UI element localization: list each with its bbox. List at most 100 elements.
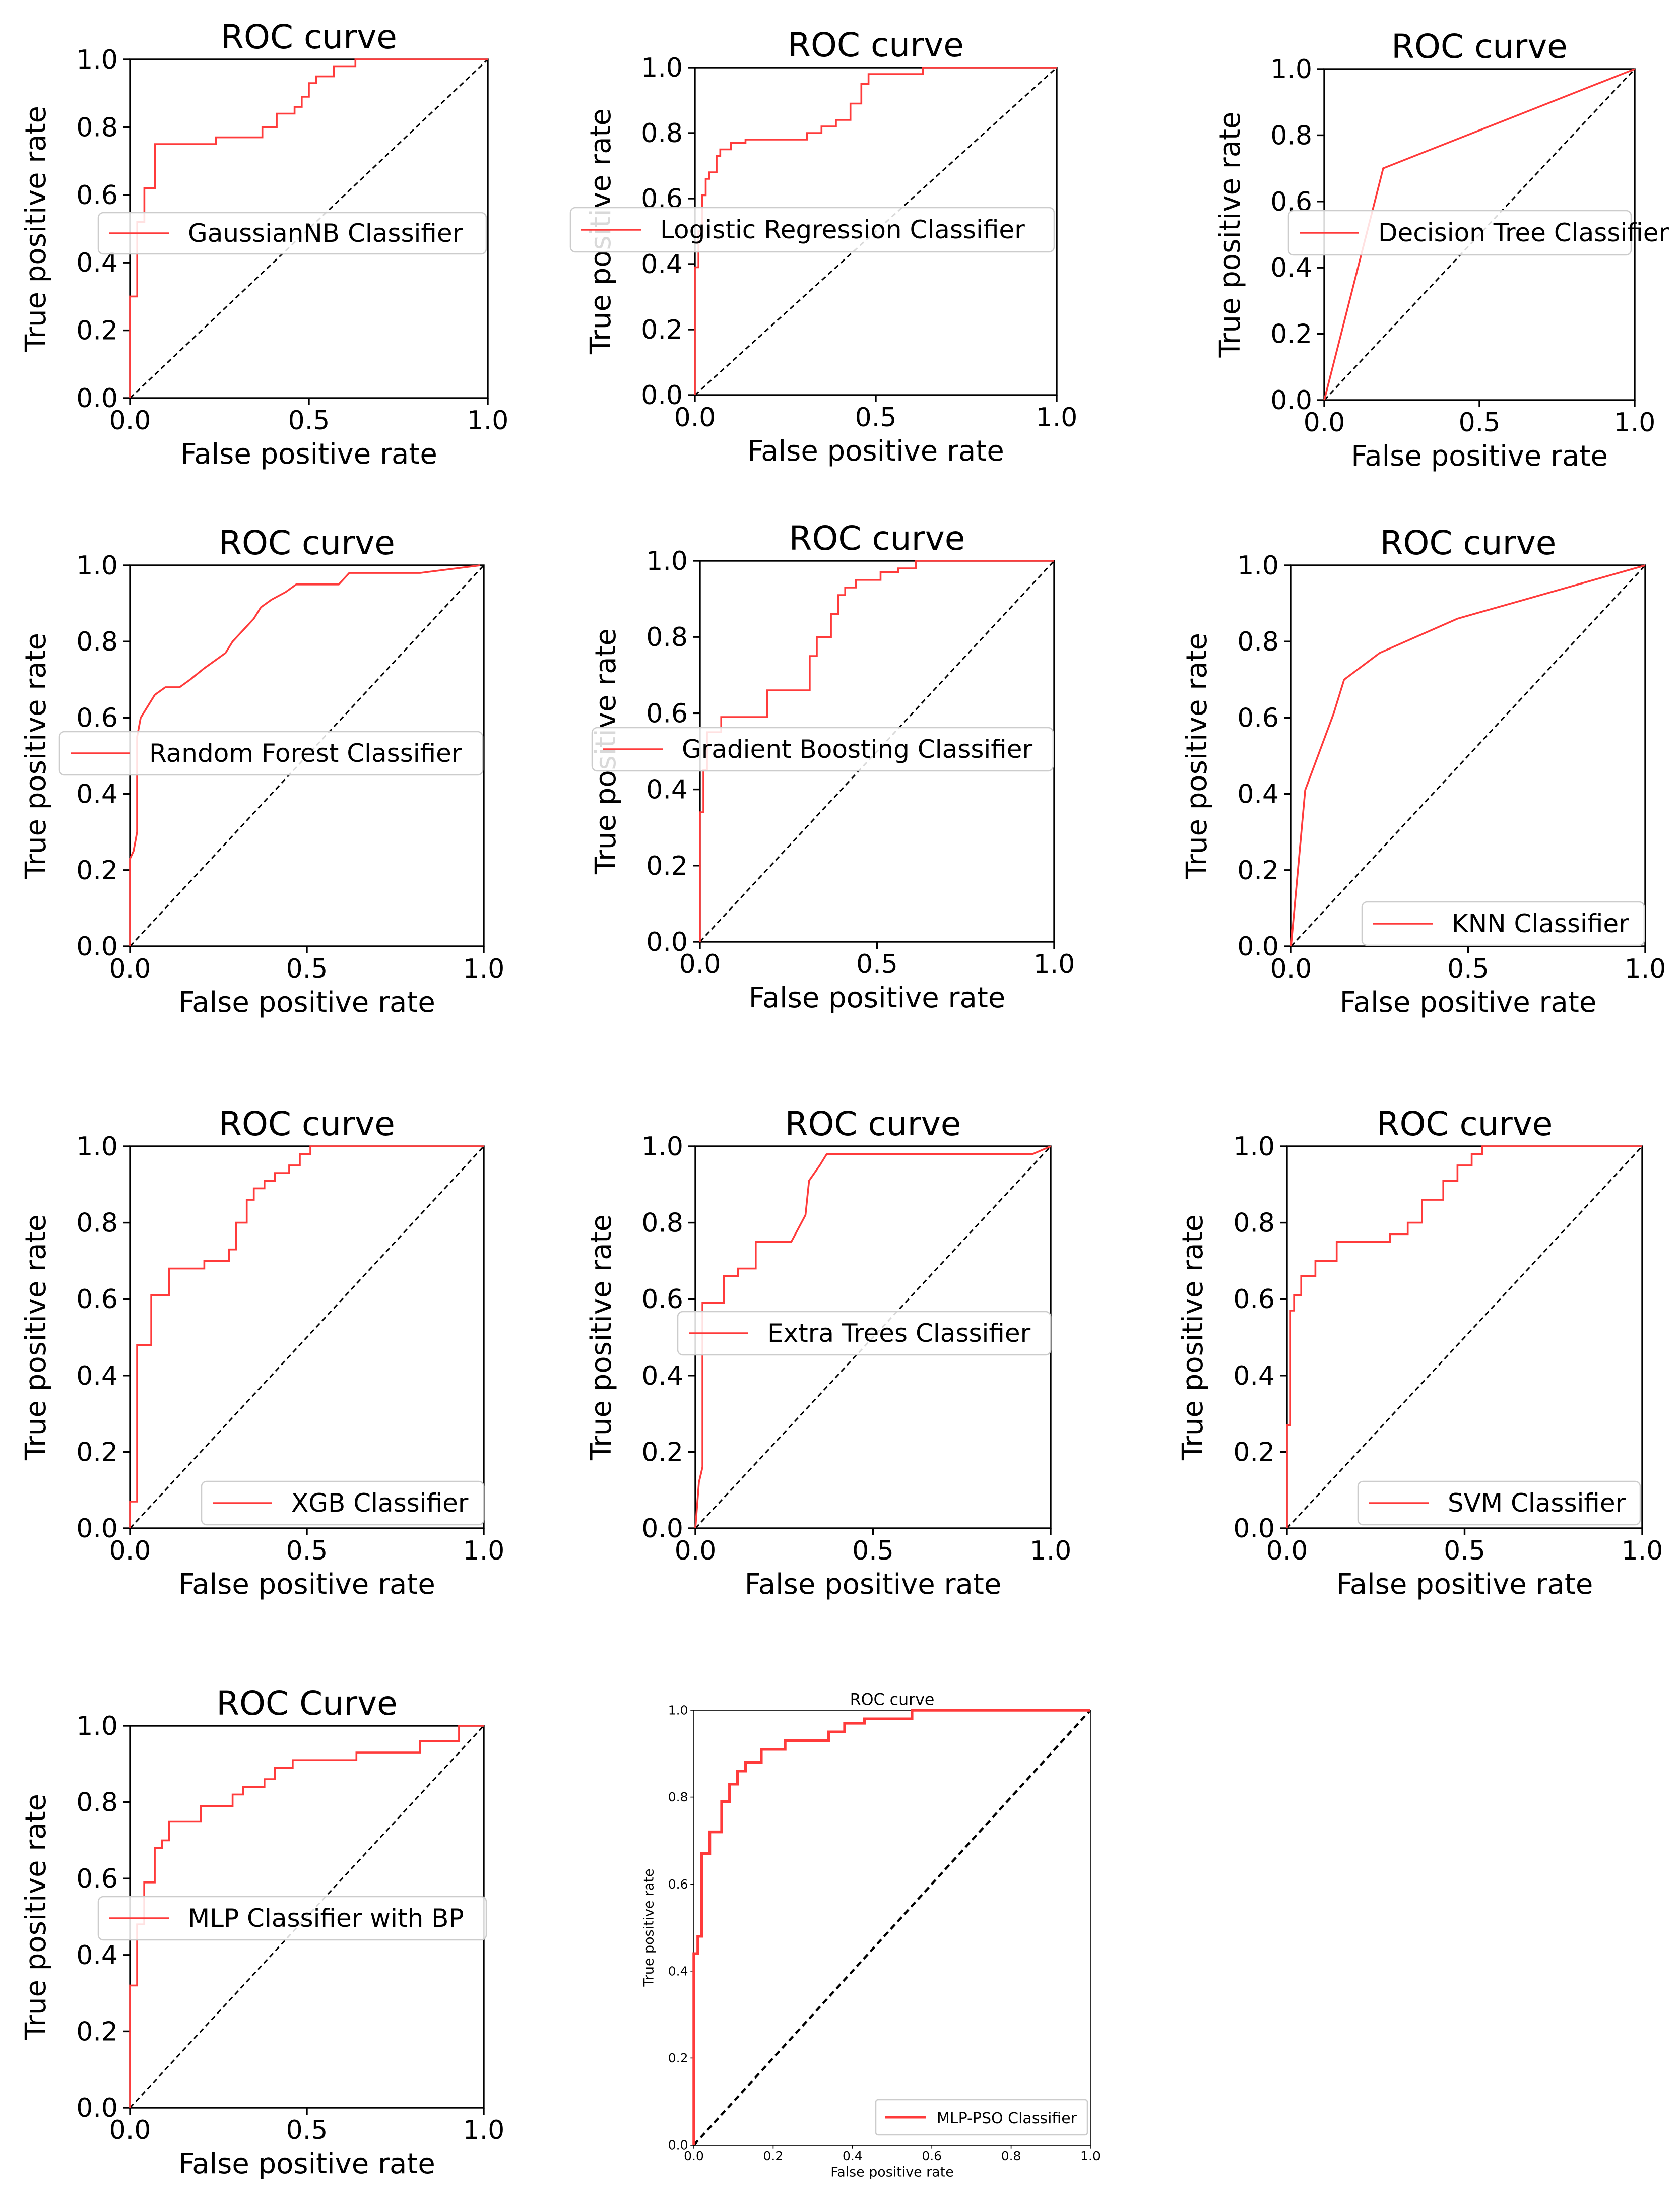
y-tick-label: 0.0 xyxy=(646,927,688,957)
x-tick-label: 0.5 xyxy=(286,954,328,984)
x-tick-label: 0.8 xyxy=(1001,2149,1021,2163)
y-tick-label: 0.2 xyxy=(76,2017,118,2047)
chart-title: ROC curve xyxy=(221,18,397,56)
x-tick-label: 0.5 xyxy=(286,2115,328,2146)
chart-title: ROC curve xyxy=(1391,27,1568,66)
y-tick-label: 0.4 xyxy=(76,780,118,810)
x-axis-label: False positive rate xyxy=(745,1568,1002,1601)
chart-title: ROC curve xyxy=(788,26,964,64)
roc-curve-line xyxy=(129,1145,484,1528)
y-tick-label: 0.0 xyxy=(76,1514,118,1544)
chance-diagonal-line xyxy=(1290,564,1646,947)
roc-curve-line xyxy=(1286,1145,1642,1528)
plot-frame xyxy=(693,1710,1091,2146)
legend-label: Gradient Boosting Classifier xyxy=(682,735,1033,764)
y-tick-label: 0.0 xyxy=(76,932,118,962)
legend: SVM Classifier xyxy=(1357,1480,1641,1526)
x-tick-label: 0.6 xyxy=(922,2149,942,2163)
y-tick-label: 0.4 xyxy=(1270,253,1312,283)
x-tick-label: 0.0 xyxy=(109,2115,151,2146)
legend-box xyxy=(677,1311,1052,1356)
y-axis-label: True positive rate xyxy=(20,1214,52,1461)
roc-curve-line xyxy=(694,67,1057,395)
y-tick-label: 0.8 xyxy=(1233,1208,1275,1239)
x-tick-label: 1.0 xyxy=(1030,1536,1072,1566)
chart-title: ROC curve xyxy=(785,1105,961,1143)
legend-box xyxy=(58,731,484,776)
y-tick-label: 0.0 xyxy=(1270,385,1312,416)
legend: KNN Classifier xyxy=(1361,901,1645,946)
y-tick-label: 1.0 xyxy=(76,1711,118,1741)
legend-label: XGB Classifier xyxy=(291,1488,469,1518)
roc-curve-line xyxy=(129,58,488,398)
legend-label: GaussianNB Classifier xyxy=(188,219,463,248)
x-axis-label: False positive rate xyxy=(180,438,437,471)
y-axis-label: True positive rate xyxy=(641,1868,657,1987)
x-axis-label: False positive rate xyxy=(749,982,1006,1014)
x-tick-label: 0.0 xyxy=(1270,954,1312,984)
x-tick-label: 0.0 xyxy=(684,2149,704,2163)
y-tick-label: 1.0 xyxy=(1270,54,1312,85)
x-tick-label: 0.0 xyxy=(1304,408,1345,438)
y-tick-label: 0.6 xyxy=(76,1864,118,1894)
y-tick-label: 1.0 xyxy=(76,45,118,75)
legend-box xyxy=(97,1896,487,1941)
y-tick-label: 0.4 xyxy=(76,1361,118,1391)
legend-label: KNN Classifier xyxy=(1452,909,1629,938)
x-tick-label: 1.0 xyxy=(463,1536,505,1566)
y-tick-label: 0.6 xyxy=(641,1284,683,1315)
y-tick-label: 0.2 xyxy=(76,1437,118,1467)
y-tick-label: 0.8 xyxy=(1237,627,1279,657)
roc-curve-line xyxy=(692,1709,1090,2145)
legend-label: Extra Trees Classifier xyxy=(767,1319,1031,1348)
legend-label: SVM Classifier xyxy=(1448,1488,1626,1518)
x-axis-label: False positive rate xyxy=(178,2148,435,2180)
y-tick-label: 0.8 xyxy=(646,622,688,653)
y-tick-label: 0.4 xyxy=(1233,1361,1275,1391)
x-tick-label: 0.5 xyxy=(1444,1536,1485,1566)
legend: Random Forest Classifier xyxy=(58,731,484,776)
y-tick-label: 0.4 xyxy=(646,775,688,805)
x-tick-label: 0.0 xyxy=(109,954,151,984)
y-tick-label: 0.8 xyxy=(76,1788,118,1818)
y-tick-label: 0.8 xyxy=(641,118,683,149)
y-tick-label: 0.8 xyxy=(641,1208,683,1239)
y-tick-label: 0.0 xyxy=(76,2093,118,2123)
x-tick-label: 1.0 xyxy=(1036,403,1078,433)
x-tick-label: 0.5 xyxy=(1459,408,1501,438)
y-tick-label: 0.0 xyxy=(76,383,118,414)
chart-title: ROC curve xyxy=(789,519,965,558)
y-tick-label: 0.2 xyxy=(1237,856,1279,886)
chart-title: ROC curve xyxy=(219,1105,395,1143)
legend-box xyxy=(1361,901,1645,946)
y-axis-label: True positive rate xyxy=(1214,112,1247,358)
legend-label: Random Forest Classifier xyxy=(149,739,462,768)
legend: Decision Tree Classifier xyxy=(1287,210,1669,256)
x-tick-label: 1.0 xyxy=(1622,1536,1663,1566)
y-tick-label: 0.6 xyxy=(668,1877,688,1892)
x-tick-label: 0.5 xyxy=(286,1536,328,1566)
legend-box xyxy=(201,1480,485,1526)
x-axis-label: False positive rate xyxy=(178,986,435,1019)
roc-curve-line xyxy=(1323,68,1635,401)
y-tick-label: 0.6 xyxy=(1233,1284,1275,1315)
y-tick-label: 0.2 xyxy=(641,315,683,345)
y-tick-label: 0.2 xyxy=(76,316,118,346)
y-tick-label: 0.0 xyxy=(1233,1514,1275,1544)
x-tick-label: 1.0 xyxy=(1625,954,1666,984)
chart-title: ROC curve xyxy=(1380,524,1557,562)
y-tick-label: 1.0 xyxy=(668,1703,688,1718)
x-tick-label: 0.0 xyxy=(109,406,151,436)
x-axis-label: False positive rate xyxy=(1351,440,1608,473)
y-tick-label: 0.0 xyxy=(668,2138,688,2153)
y-tick-label: 0.6 xyxy=(1237,703,1279,733)
x-tick-label: 1.0 xyxy=(1033,949,1075,980)
x-axis-label: False positive rate xyxy=(178,1568,435,1601)
chance-diagonal-line xyxy=(129,58,489,399)
